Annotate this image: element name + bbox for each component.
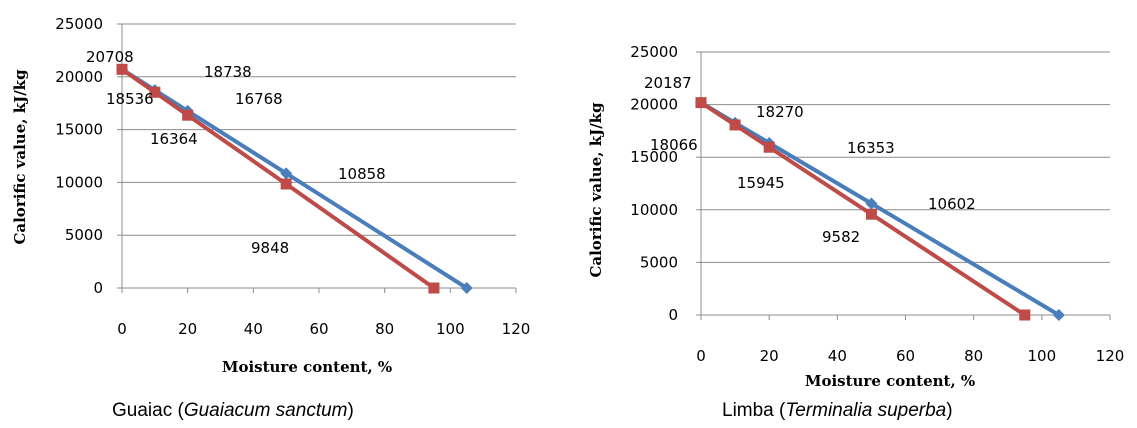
series-1-point: [460, 282, 473, 294]
series-2-point: [149, 86, 161, 98]
caption-prefix: Guaiac (: [112, 400, 184, 421]
y-tick-label: 5000: [65, 226, 103, 244]
x-tick-label: 80: [375, 320, 394, 338]
series-2-point: [865, 208, 877, 220]
chart-guaiac-caption: Guaiac (Guaiacum sanctum): [112, 400, 354, 422]
caption-suffix: ): [946, 400, 953, 421]
data-label: 18536: [106, 90, 154, 108]
data-label: 18270: [756, 103, 804, 121]
x-tick-label: 120: [1096, 347, 1125, 365]
y-tick-label: 20000: [55, 68, 103, 86]
x-tick-label: 40: [828, 347, 847, 365]
chart-limba: 0 5000 10000 15000 20000 25000 0 20 40 60 80 100 120…: [570, 0, 1137, 428]
y-tick-label: 15000: [630, 148, 678, 166]
caption-prefix: Limba (: [722, 400, 786, 421]
data-label: 9848: [251, 239, 289, 257]
data-label: 20187: [644, 74, 692, 92]
series-2-point: [182, 109, 194, 121]
y-tick-label: 15000: [55, 121, 103, 139]
data-label: 20708: [86, 48, 134, 66]
caption-suffix: ): [347, 400, 354, 421]
x-tick-label: 40: [244, 320, 263, 338]
y-axis-title: Calorific value, kJ/kg: [587, 102, 605, 278]
chart-limba-caption: Limba (Terminalia superba): [722, 400, 953, 422]
series-2-point: [116, 63, 128, 75]
data-label: 16364: [150, 130, 198, 148]
data-label: 16353: [847, 139, 895, 157]
x-tick-label: 60: [309, 320, 328, 338]
series-2-point: [280, 178, 292, 190]
y-axis-title: Calorific value, kJ/kg: [11, 69, 29, 245]
y-tick-label: 0: [668, 306, 678, 324]
data-label: 10602: [928, 195, 976, 213]
x-tick-label: 100: [1028, 347, 1057, 365]
chart-guaiac: 0 5000 10000 15000 20000 25000 0 20 40 60 80 100 120…: [0, 0, 560, 428]
caption-species: Terminalia superba: [785, 400, 947, 421]
x-tick-label: 60: [896, 347, 915, 365]
y-tick-label: 10000: [630, 201, 678, 219]
y-tick-label: 25000: [630, 43, 678, 61]
series-1-point: [280, 167, 293, 180]
series-1-point: [1052, 309, 1065, 321]
x-tick-label: 20: [760, 347, 779, 365]
series-2-point: [763, 141, 775, 153]
x-tick-label: 100: [436, 320, 465, 338]
y-tick-label: 25000: [55, 15, 103, 33]
chart-guaiac-plot: 0 5000 10000 15000 20000 25000 0 20 40 60 80 100 120…: [11, 15, 531, 376]
data-label: 16768: [235, 90, 283, 108]
series-2-point: [1019, 309, 1031, 321]
y-tick-label: 5000: [640, 253, 678, 271]
series-1-point: [865, 197, 878, 210]
data-label: 10858: [338, 165, 386, 183]
y-tick-label: 0: [93, 279, 103, 297]
x-axis-title: Moisture content, %: [805, 372, 975, 390]
caption-species: Guaiacum sanctum: [183, 400, 348, 421]
series-line-1: [120, 67, 468, 290]
x-tick-label: 0: [696, 347, 706, 365]
data-label: 15945: [737, 174, 785, 192]
x-tick-label: 80: [964, 347, 983, 365]
series-2-point: [729, 119, 741, 131]
series-2-point: [695, 97, 707, 109]
series-2-point: [428, 282, 440, 294]
x-tick-label: 0: [117, 320, 127, 338]
data-label: 18738: [204, 63, 252, 81]
series-line-2: [699, 100, 1026, 317]
data-label: 9582: [822, 228, 860, 246]
series-line-1: [699, 100, 1060, 317]
x-axis-title: Moisture content, %: [222, 358, 392, 376]
x-tick-label: 20: [178, 320, 197, 338]
data-label: 18066: [650, 136, 698, 154]
x-tick-label: 120: [502, 320, 531, 338]
y-tick-label: 20000: [630, 96, 678, 114]
chart-limba-plot: 0 5000 10000 15000 20000 25000 0 20 40 60 80 100 120…: [587, 43, 1125, 390]
y-tick-label: 10000: [55, 173, 103, 191]
